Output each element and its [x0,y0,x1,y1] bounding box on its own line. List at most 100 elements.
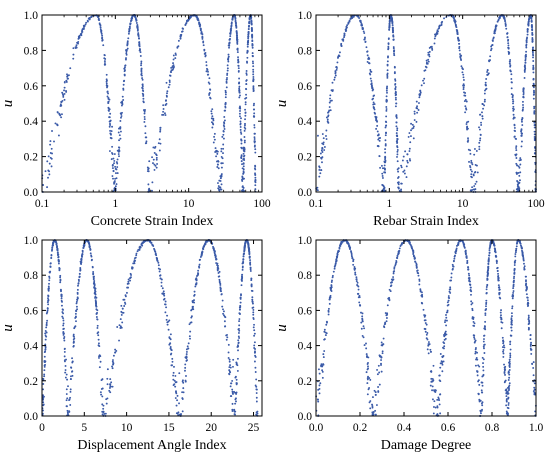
scatter-point [151,181,153,183]
scatter-point [106,81,108,83]
scatter-point [431,389,433,391]
scatter-point [67,78,69,80]
scatter-point [208,82,210,84]
scatter-point [400,188,402,190]
scatter-point [62,309,64,311]
scatter-point [112,367,114,369]
scatter-point [253,108,255,110]
scatter-point [528,328,530,330]
scatter-point [358,295,360,297]
scatter-point [483,352,485,354]
scatter-point [358,301,360,303]
scatter-point [486,288,488,290]
scatter-point [174,380,176,382]
scatter-point [154,250,156,252]
scatter-point [184,370,186,372]
scatter-point [223,310,225,312]
scatter-point [513,284,515,286]
scatter-point [112,153,114,155]
scatter-point [398,183,400,185]
scatter-point [457,244,459,246]
scatter-point [198,267,200,269]
scatter-point [508,377,510,379]
scatter-point [121,103,123,105]
scatter-point [127,37,129,39]
scatter-point [67,410,69,412]
scatter-point [467,139,469,141]
scatter-point [511,320,513,322]
scatter-point [66,388,68,390]
scatter-point [515,138,517,140]
scatter-point [241,160,243,162]
scatter-point [387,46,389,48]
scatter-point [464,111,466,113]
scatter-point [429,55,431,57]
scatter-point [524,77,526,79]
scatter-point [124,67,126,69]
scatter-point [384,164,386,166]
scatter-point [484,321,486,323]
scatter-point [471,189,473,191]
scatter-point [503,364,505,366]
scatter-point [333,271,335,273]
scatter-point [532,367,534,369]
scatter-point [83,244,85,246]
scatter-point [475,348,477,350]
scatter-point [511,93,513,95]
scatter-point [67,75,69,77]
scatter-point [412,253,414,255]
scatter-point [189,323,191,325]
scatter-point [330,109,332,111]
scatter-point [531,20,533,22]
scatter-point [163,293,165,295]
scatter-point [125,295,127,297]
scatter-point [50,257,52,259]
scatter-point [329,296,331,298]
scatter-point [254,361,256,363]
scatter-point [505,395,507,397]
scatter-point [530,343,532,345]
scatter-point [532,39,534,41]
scatter-point [413,125,415,127]
scatter-point [182,30,184,32]
scatter-point [252,80,254,82]
scatter-point [381,342,383,344]
y-tick-label: 1.0 [24,235,39,247]
scatter-point [393,273,395,275]
scatter-point [371,83,373,85]
scatter-point [421,303,423,305]
scatter-point [369,400,371,402]
scatter-point [141,242,143,244]
scatter-point [489,55,491,57]
scatter-point [484,101,486,103]
scatter-point [165,104,167,106]
scatter-point [442,356,444,358]
x-tick-label: 0.4 [397,422,412,434]
scatter-point [227,61,229,63]
scatter-point [66,399,68,401]
scatter-point [391,18,393,20]
scatter-point [463,88,465,90]
scatter-point [251,30,253,32]
scatter-point [159,131,161,133]
scatter-point [321,365,323,367]
scatter-point [534,136,536,138]
scatter-point [126,292,128,294]
scatter-point [57,251,59,253]
scatter-point [510,335,512,337]
scatter-point [488,257,490,259]
scatter-point [118,155,120,157]
scatter-point [383,167,385,169]
y-tick-label: 0.0 [24,411,39,423]
scatter-point [76,44,78,46]
scatter-point [224,119,226,121]
scatter-point [256,389,258,391]
scatter-point [223,116,225,118]
scatter-point [507,44,509,46]
scatter-point [324,146,326,148]
scatter-point [397,171,399,173]
scatter-point [520,243,522,245]
scatter-point [441,22,443,24]
scatter-point [124,74,126,76]
scatter-point [161,279,163,281]
